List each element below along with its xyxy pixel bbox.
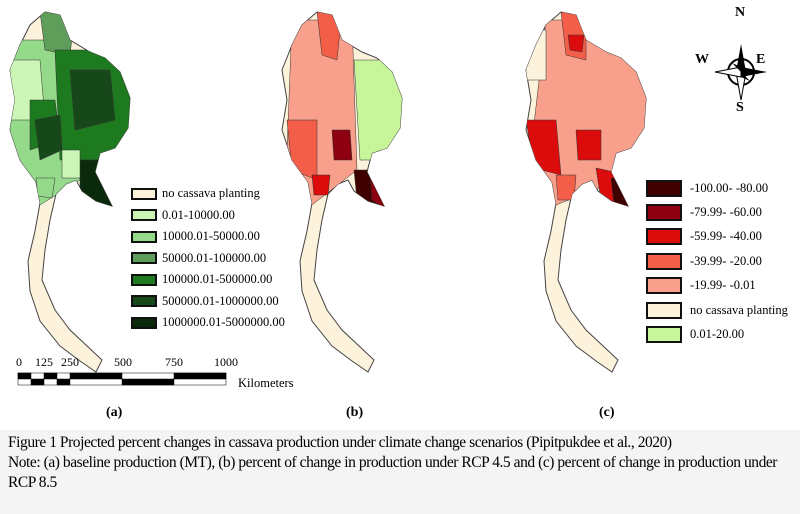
legend-swatch xyxy=(646,179,682,197)
legend-c: -100.00- -80.00 -79.99- -60.00 -59.99- -40… xyxy=(646,176,788,347)
legend-label: 1000000.01-5000000.00 xyxy=(162,315,285,330)
figure-caption: Figure 1 Projected percent changes in ca… xyxy=(0,430,800,514)
legend-item: -39.99- -20.00 xyxy=(646,249,788,273)
legend-label: -19.99- -0.01 xyxy=(690,278,756,293)
legend-swatch xyxy=(131,252,157,265)
legend-item: 0.01-20.00 xyxy=(646,322,788,346)
scale-tick: 250 xyxy=(61,355,79,369)
scale-unit: Kilometers xyxy=(238,376,294,390)
legend-item: -59.99- -40.00 xyxy=(646,225,788,249)
legend-swatch xyxy=(131,295,157,308)
legend-a: no cassava planting 0.01-10000.00 10000.01… xyxy=(131,183,285,334)
scale-tick: 1000 xyxy=(214,355,238,369)
caption-note: Note: (a) baseline production (MT), (b) … xyxy=(8,454,778,491)
legend-label: -79.99- -60.00 xyxy=(690,205,762,220)
legend-label: -100.00- -80.00 xyxy=(690,180,769,195)
scale-tick: 750 xyxy=(165,355,183,369)
legend-label: -59.99- -40.00 xyxy=(690,229,762,244)
legend-swatch xyxy=(131,187,157,200)
maps-figure xyxy=(9,11,767,386)
legend-label: 50000.01-100000.00 xyxy=(162,250,267,265)
legend-item: 50000.01-100000.00 xyxy=(131,248,285,270)
north-arrow-compass-icon xyxy=(714,44,767,101)
legend-label: no cassava planting xyxy=(690,302,788,317)
panel-label-b: (b) xyxy=(346,405,364,420)
panel-label-a: (a) xyxy=(106,405,123,420)
legend-label: 0.01-20.00 xyxy=(690,327,745,342)
map-c-rcp85 xyxy=(525,11,647,373)
scale-bar xyxy=(17,372,227,386)
legend-swatch xyxy=(646,326,682,344)
legend-swatch xyxy=(646,277,682,295)
legend-item: 500000.01-1000000.00 xyxy=(131,291,285,313)
caption-title: Figure 1 Projected percent changes in ca… xyxy=(8,434,672,451)
scale-tick: 125 xyxy=(35,355,53,369)
legend-swatch xyxy=(131,209,157,222)
legend-item: 0.01-10000.00 xyxy=(131,205,285,227)
legend-swatch xyxy=(646,204,682,222)
legend-swatch xyxy=(646,252,682,270)
legend-swatch xyxy=(131,273,157,286)
scale-tick: 0 xyxy=(16,355,22,369)
compass-w: W xyxy=(695,52,709,67)
map-a-baseline-production xyxy=(9,11,131,373)
legend-item: 1000000.01-5000000.00 xyxy=(131,312,285,334)
legend-swatch xyxy=(131,230,157,243)
legend-item: 100000.01-500000.00 xyxy=(131,269,285,291)
legend-item: no cassava planting xyxy=(131,183,285,205)
legend-swatch xyxy=(646,301,682,319)
legend-label: 10000.01-50000.00 xyxy=(162,229,260,244)
legend-label: 0.01-10000.00 xyxy=(162,207,235,222)
compass-n: N xyxy=(735,5,746,20)
legend-item: 10000.01-50000.00 xyxy=(131,226,285,248)
legend-label: 100000.01-500000.00 xyxy=(162,272,273,287)
legend-swatch xyxy=(646,228,682,246)
legend-item: -19.99- -0.01 xyxy=(646,274,788,298)
legend-label: 500000.01-1000000.00 xyxy=(162,293,279,308)
legend-label: -39.99- -20.00 xyxy=(690,253,762,268)
panel-label-c: (c) xyxy=(599,405,615,420)
legend-swatch xyxy=(131,316,157,329)
compass-e: E xyxy=(756,52,766,67)
scale-tick: 500 xyxy=(114,355,132,369)
legend-item: -100.00- -80.00 xyxy=(646,176,788,200)
legend-label: no cassava planting xyxy=(162,186,260,201)
legend-item: no cassava planting xyxy=(646,298,788,322)
legend-item: -79.99- -60.00 xyxy=(646,200,788,224)
map-b-rcp45 xyxy=(281,11,403,373)
compass-s: S xyxy=(736,100,744,115)
